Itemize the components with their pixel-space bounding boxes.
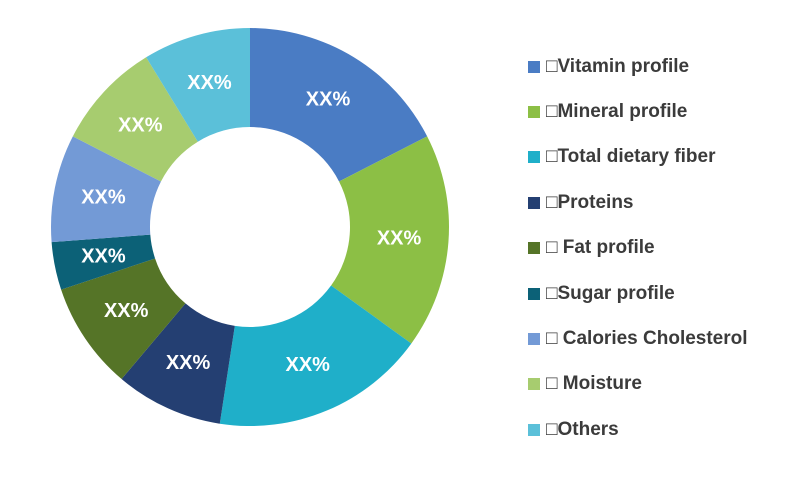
slices-group (51, 28, 449, 426)
legend-swatch (528, 242, 540, 255)
slice-value-label: XX% (187, 72, 232, 94)
legend: □Vitamin profile □Mineral profile □Total… (528, 44, 796, 453)
slice-value-label: XX% (286, 354, 331, 376)
legend-label: □Others (546, 418, 619, 440)
legend-swatch (528, 378, 540, 391)
legend-item-mineral-profile: □Mineral profile (528, 89, 796, 134)
legend-label: □ Calories Cholesterol (546, 328, 748, 350)
legend-swatch (528, 196, 540, 209)
legend-item-vitamin-profile: □Vitamin profile (528, 44, 796, 89)
slice-mineral-profile (331, 136, 449, 344)
slice-others (146, 28, 250, 142)
legend-item-moisture: □ Moisture (528, 362, 796, 407)
legend-swatch (528, 423, 540, 436)
legend-item-sugar-profile: □Sugar profile (528, 271, 796, 316)
legend-label: □Proteins (546, 191, 634, 213)
slice-value-label: XX% (104, 300, 149, 322)
legend-swatch (528, 333, 540, 346)
legend-item-fat-profile: □ Fat profile (528, 226, 796, 271)
legend-label: □Total dietary fiber (546, 146, 716, 168)
slice-sugar-profile (51, 234, 156, 290)
slice-proteins (121, 303, 235, 424)
slice-calories-cholesterol (51, 136, 161, 243)
legend-label: □Mineral profile (546, 101, 688, 123)
slice-vitamin-profile (250, 28, 428, 182)
legend-label: □ Moisture (546, 373, 642, 395)
slice-value-label: XX% (118, 114, 163, 136)
legend-swatch (528, 287, 540, 300)
slice-moisture (72, 57, 198, 182)
legend-item-others: □Others (528, 407, 796, 452)
legend-item-calories-cholesterol: □ Calories Cholesterol (528, 316, 796, 361)
legend-label: □Sugar profile (546, 282, 675, 304)
slice-value-label: XX% (377, 227, 422, 249)
slice-value-label: XX% (81, 245, 126, 267)
slice-value-label: XX% (166, 352, 211, 374)
legend-item-total-dietary-fiber: □Total dietary fiber (528, 135, 796, 180)
slice-labels-group: XX% XX% XX% XX% XX% XX% XX% XX% XX% (81, 72, 421, 376)
legend-label: □ Fat profile (546, 237, 655, 259)
legend-label: □Vitamin profile (546, 55, 690, 77)
legend-swatch (528, 60, 540, 73)
slice-value-label: XX% (81, 187, 126, 209)
slice-value-label: XX% (306, 88, 351, 110)
donut-chart: XX% XX% XX% XX% XX% XX% XX% XX% XX% (51, 28, 449, 426)
legend-swatch (528, 151, 540, 164)
slice-total-dietary-fiber (219, 285, 412, 426)
legend-item-proteins: □Proteins (528, 180, 796, 225)
legend-swatch (528, 106, 540, 119)
slice-fat-profile (61, 258, 186, 380)
